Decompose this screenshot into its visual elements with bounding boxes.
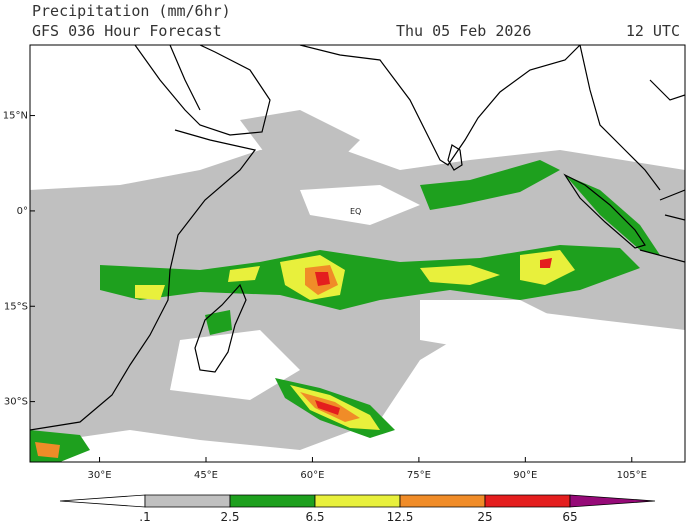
colorbar-segment [399, 494, 486, 508]
colorbar-segment [314, 494, 401, 508]
precip-area [35, 442, 60, 458]
lon-tick-label: 45°E [194, 470, 218, 481]
precip-area [420, 265, 500, 285]
colorbar-segment [484, 494, 571, 508]
colorbar-label: 65 [562, 510, 577, 524]
precip-area [100, 245, 640, 310]
colorbar-segment [144, 494, 231, 508]
coastline-sumatra [563, 173, 646, 249]
coastline-sri-lanka [447, 144, 463, 171]
precip-area [135, 285, 165, 300]
colorbar-label: 6.5 [305, 510, 324, 524]
lon-tick-label: 90°E [513, 470, 537, 481]
lon-tick-label: 30°E [88, 470, 112, 481]
map-frame [29, 44, 686, 463]
dry-area [300, 185, 420, 225]
lon-tick-label: 75°E [407, 470, 431, 481]
precip-area [240, 110, 360, 170]
colorbar-label: .1 [139, 510, 150, 524]
title: Precipitation (mm/6hr) [32, 2, 231, 20]
colorbar-label: 12.5 [387, 510, 414, 524]
subtitle: GFS 036 Hour Forecast [32, 22, 222, 40]
colorbar-segment [59, 494, 146, 508]
precip-area [540, 258, 552, 268]
precip-area [315, 400, 340, 415]
lon-tick-label: 60°E [300, 470, 324, 481]
precip-area [205, 310, 232, 335]
date: Thu 05 Feb 2026 [396, 22, 531, 40]
coastline-madagascar [194, 283, 247, 373]
precip-area [420, 160, 560, 210]
lat-tick-label: 30°S [4, 397, 28, 408]
lat-tick-label: 15°S [4, 301, 28, 312]
lat-tick-label: 0° [17, 206, 28, 217]
colorbar-label: 25 [477, 510, 492, 524]
coastline-java-borneo [639, 189, 685, 263]
precip-area [565, 175, 660, 255]
equator-label: EQ [350, 207, 361, 216]
coastline-africa-arabia [30, 45, 271, 431]
time: 12 UTC [626, 22, 680, 40]
lon-tick-label: 105°E [617, 470, 647, 481]
coastline-asia [299, 45, 685, 191]
precip-area [315, 272, 330, 286]
colorbar-label: 2.5 [220, 510, 239, 524]
precip-field [30, 45, 685, 462]
dry-area [420, 300, 560, 350]
precip-area [228, 266, 260, 282]
colorbar-segment [229, 494, 316, 508]
lat-tick-label: 15°N [3, 111, 28, 122]
colorbar-segment [569, 494, 656, 508]
dry-area [170, 330, 300, 400]
